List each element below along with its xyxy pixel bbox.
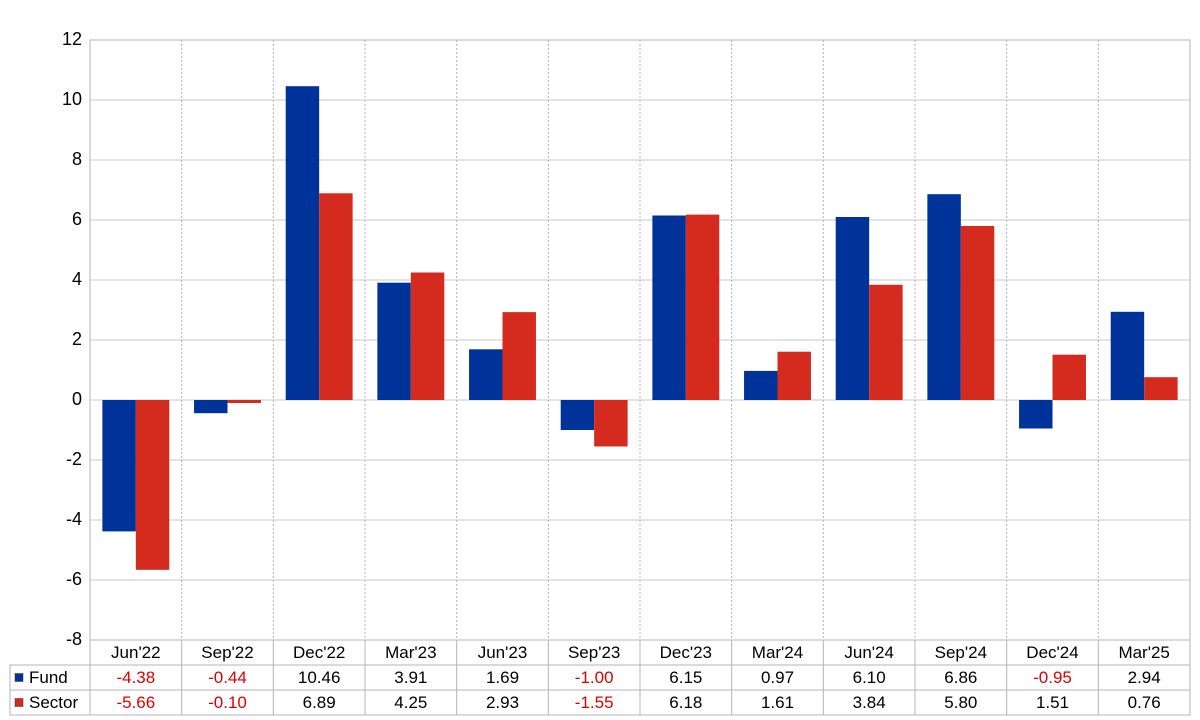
bar <box>1019 400 1053 429</box>
y-tick-label: 10 <box>62 89 82 109</box>
bar <box>102 400 136 532</box>
table-value: -1.55 <box>575 693 614 712</box>
table-value: 5.80 <box>944 693 977 712</box>
bar <box>502 312 536 400</box>
y-tick-label: 0 <box>72 389 82 409</box>
bar <box>410 272 445 400</box>
bar <box>960 226 995 400</box>
x-tick-label: Dec'22 <box>293 643 345 662</box>
table-value: 3.91 <box>394 668 427 687</box>
y-tick-label: -4 <box>66 509 82 529</box>
table-value: 1.51 <box>1036 693 1069 712</box>
x-tick-label: Jun'22 <box>111 643 161 662</box>
bar <box>1110 311 1145 400</box>
table-value: -4.38 <box>116 668 155 687</box>
bar <box>1144 377 1178 400</box>
table-value: 6.18 <box>669 693 702 712</box>
x-tick-label: Sep'22 <box>201 643 253 662</box>
table-value: 6.86 <box>944 668 977 687</box>
table-row <box>9 689 1191 716</box>
x-tick-label: Dec'23 <box>660 643 712 662</box>
bar <box>594 400 628 447</box>
bar <box>469 349 503 400</box>
y-tick-label: 6 <box>72 209 82 229</box>
table-value: 0.97 <box>761 668 794 687</box>
bar <box>377 282 411 400</box>
bar <box>835 217 870 400</box>
x-tick-label: Jun'24 <box>844 643 894 662</box>
table-value: 6.10 <box>853 668 886 687</box>
table-value: -0.95 <box>1033 668 1072 687</box>
y-tick-label: 8 <box>72 149 82 169</box>
bar <box>285 86 320 400</box>
legend-swatch <box>14 673 24 682</box>
bar <box>560 400 595 430</box>
bar <box>227 400 261 403</box>
bar <box>744 370 778 400</box>
bar <box>869 284 903 400</box>
legend-label: Fund <box>29 668 68 687</box>
table-value: 3.84 <box>853 693 886 712</box>
table-value: -0.10 <box>208 693 247 712</box>
table-value: 4.25 <box>394 693 427 712</box>
x-tick-label: Dec'24 <box>1026 643 1078 662</box>
bar <box>135 400 170 570</box>
legend-label: Sector <box>29 693 78 712</box>
table-value: -1.00 <box>575 668 614 687</box>
bar <box>652 215 686 400</box>
table-value: 2.93 <box>486 693 519 712</box>
table-value: 2.94 <box>1128 668 1161 687</box>
y-tick-label: -2 <box>66 449 82 469</box>
table-value: 6.89 <box>303 693 336 712</box>
y-tick-label: 4 <box>72 269 82 289</box>
x-tick-label: Sep'23 <box>568 643 620 662</box>
bar <box>777 351 811 400</box>
table-value: 6.15 <box>669 668 702 687</box>
table-value: -0.44 <box>208 668 247 687</box>
legend-swatch <box>14 698 24 707</box>
x-tick-label: Jun'23 <box>478 643 528 662</box>
table-value: 1.69 <box>486 668 519 687</box>
x-tick-label: Sep'24 <box>935 643 987 662</box>
x-tick-label: Mar'23 <box>385 643 436 662</box>
bar <box>319 193 353 400</box>
bar <box>1052 354 1086 400</box>
bar <box>927 194 961 400</box>
x-tick-label: Mar'24 <box>752 643 803 662</box>
table-value: 1.61 <box>761 693 794 712</box>
table-value: 10.46 <box>298 668 341 687</box>
table-value: -5.66 <box>116 693 155 712</box>
bar <box>194 400 228 414</box>
x-tick-label: Mar'25 <box>1118 643 1169 662</box>
bar <box>685 214 720 400</box>
y-tick-label: 12 <box>62 29 82 49</box>
y-tick-label: -6 <box>66 569 82 589</box>
y-tick-label: -8 <box>66 629 82 649</box>
y-tick-label: 2 <box>72 329 82 349</box>
table-value: 0.76 <box>1128 693 1161 712</box>
